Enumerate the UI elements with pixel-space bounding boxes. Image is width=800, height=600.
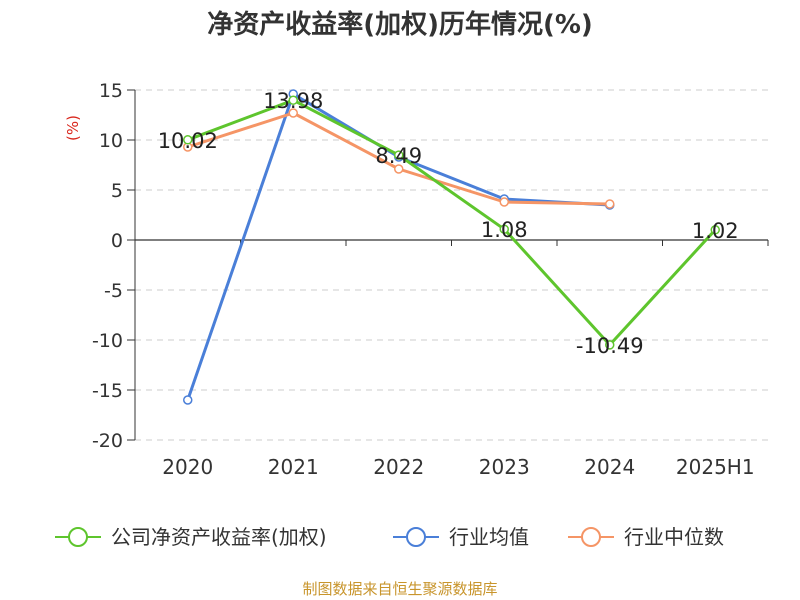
legend-item[interactable]: 行业均值 [393,525,529,549]
legend-item[interactable]: 行业中位数 [568,525,724,549]
data-label: 10.02 [158,129,218,153]
data-label: 1.08 [481,218,528,242]
chart-title: 净资产收益率(加权)历年情况(%) [207,9,593,40]
data-point [183,395,193,405]
x-tick-label: 2022 [373,455,424,479]
x-tick-label: 2020 [162,455,213,479]
legend-label: 行业均值 [449,525,529,549]
data-labels: 10.02 13.98 8.49 1.08 -10.49 1.02 [158,89,739,358]
data-label: 13.98 [263,89,323,113]
x-tick-label: 2021 [268,455,319,479]
data-label: -10.49 [576,334,644,358]
series-2 [183,108,615,209]
data-point [710,225,720,235]
legend-label: 公司净资产收益率(加权) [111,525,327,549]
legend-swatch-marker [68,527,88,547]
data-point [499,197,509,207]
x-tick-label: 2023 [479,455,530,479]
legend-label: 行业中位数 [624,525,724,549]
y-axis-unit-label: (%) [64,115,82,141]
series-layer [183,89,720,405]
data-point [605,340,615,350]
data-point [499,224,509,234]
data-point [288,108,298,118]
data-point [605,199,615,209]
data-point [394,164,404,174]
y-tick-label: -20 [92,430,123,452]
legend-swatch-marker [406,527,426,547]
legend-swatch-marker [581,527,601,547]
data-label: 1.02 [692,219,739,243]
data-point [394,150,404,160]
y-tick-label: 0 [111,230,123,252]
source-note: 制图数据来自恒生聚源数据库 [302,580,497,598]
series-0 [183,95,720,350]
series-line [187,98,717,347]
y-tick-label: -5 [104,280,123,302]
data-point [183,135,193,145]
y-tick-label: 10 [99,130,123,152]
data-label: 8.49 [375,144,422,168]
grid [135,89,768,441]
y-tick-label: 5 [111,180,123,202]
x-tick-label: 2024 [584,455,635,479]
legend: 公司净资产收益率(加权) 行业均值 行业中位数 [55,525,724,549]
y-tick-label: -10 [92,330,123,352]
data-point [288,95,298,105]
legend-item[interactable]: 公司净资产收益率(加权) [55,525,327,549]
axes: 15 10 5 0 -5 -10 -15 -20 2020 2021 2022 2023 2024 202… [92,80,769,479]
x-tick-label: 2025H1 [676,455,755,479]
y-tick-label: -15 [92,380,123,402]
series-1 [183,89,615,405]
y-tick-label: 15 [99,80,123,102]
